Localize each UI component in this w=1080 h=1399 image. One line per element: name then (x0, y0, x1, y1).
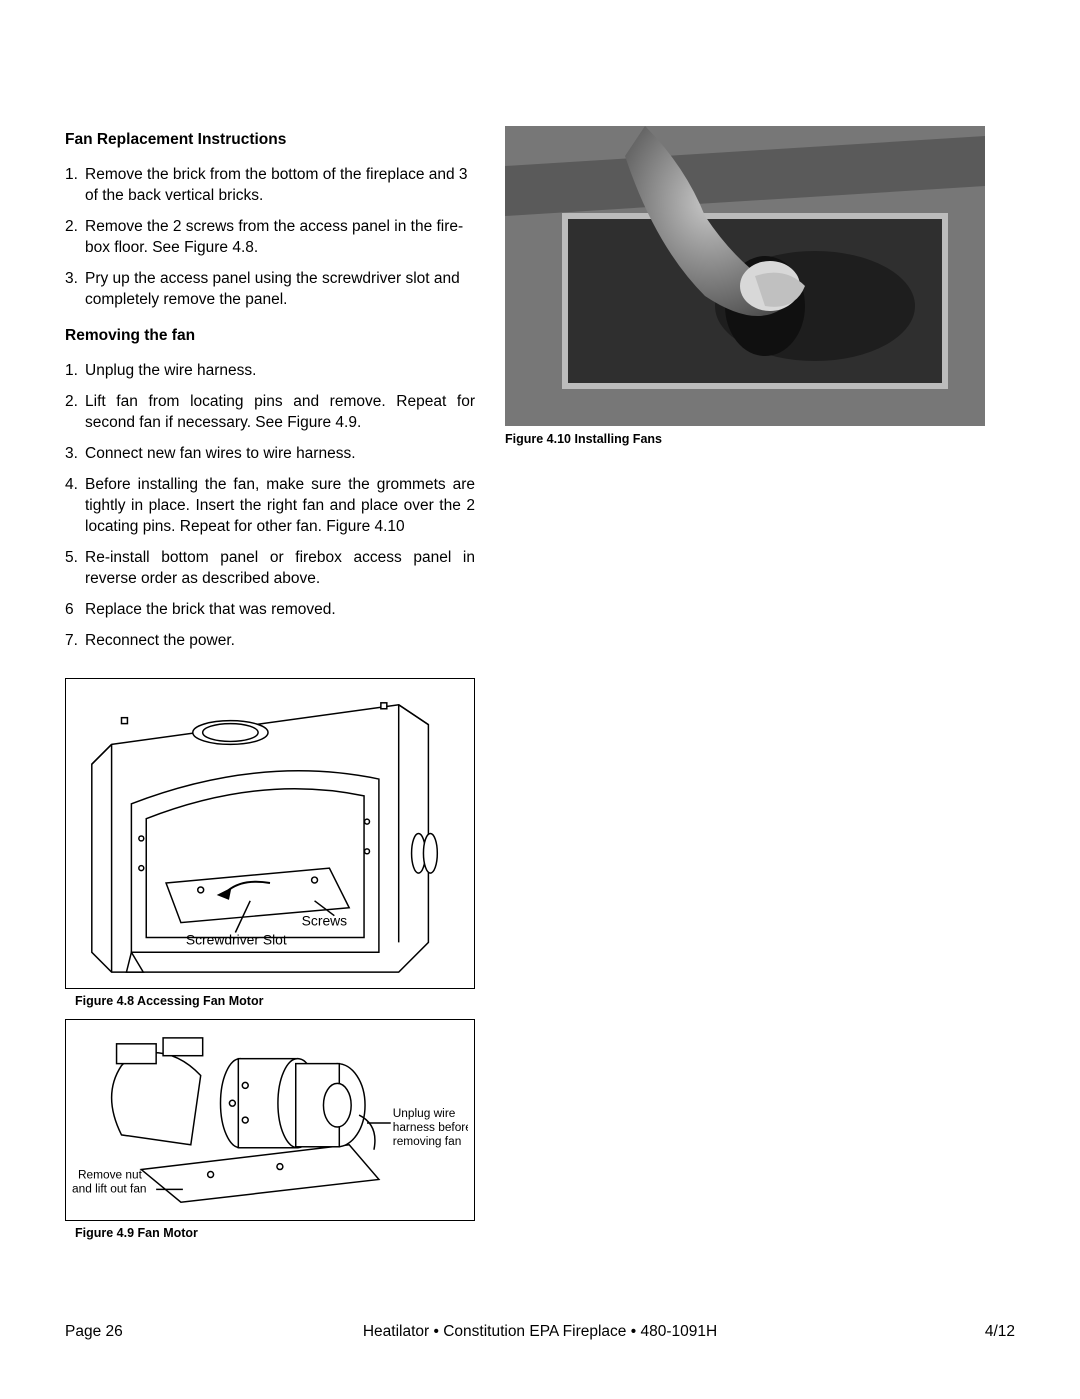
list-item: 4.Before installing the fan, make sure t… (65, 475, 475, 538)
section-heading: Fan Replacement Instructions (65, 130, 475, 151)
step-text: Lift fan from locating pins and remove. … (85, 392, 475, 434)
figure-caption: Figure 4.9 Fan Motor (75, 1225, 475, 1242)
step-text: Before installing the fan, make sure the… (85, 475, 475, 538)
list-item: 6Replace the brick that was removed. (65, 600, 475, 621)
step-text: Replace the brick that was removed. (85, 600, 475, 621)
step-number: 5. (65, 548, 85, 590)
page-footer: Page 26 Heatilator • Constitution EPA Fi… (65, 1323, 1015, 1341)
list-item: 3.Pry up the access panel using the scre… (65, 269, 475, 311)
step-text: Reconnect the power. (85, 631, 475, 652)
step-number: 4. (65, 475, 85, 538)
content-columns: Fan Replacement Instructions 1.Remove th… (65, 130, 1015, 1252)
list-item: 2.Remove the 2 screws from the access pa… (65, 217, 475, 259)
page-number: Page 26 (65, 1323, 123, 1341)
step-text: Pry up the access panel using the screwd… (85, 269, 475, 311)
left-column: Fan Replacement Instructions 1.Remove th… (65, 130, 475, 1252)
right-column: Figure 4.10 Installing Fans (505, 130, 985, 1252)
figure-caption: Figure 4.8 Accessing Fan Motor (75, 993, 475, 1010)
footer-date: 4/12 (985, 1323, 1015, 1341)
remove-nut-label: Remove nut and lift out fan (72, 1168, 147, 1196)
list-item: 1.Unplug the wire harness. (65, 361, 475, 382)
fan-motor-diagram-icon: Unplug wire harness before removing fan … (72, 1026, 468, 1214)
step-text: Remove the brick from the bottom of the … (85, 165, 475, 207)
screws-label: Screws (302, 912, 348, 928)
instruction-list-1: 1.Remove the brick from the bottom of th… (65, 165, 475, 311)
step-text: Remove the 2 screws from the access pane… (85, 217, 475, 259)
list-item: 2.Lift fan from locating pins and remove… (65, 392, 475, 434)
step-number: 1. (65, 361, 85, 382)
section-heading: Removing the fan (65, 326, 475, 347)
step-number: 2. (65, 217, 85, 259)
list-item: 5.Re-install bottom panel or firebox acc… (65, 548, 475, 590)
list-item: 1.Remove the brick from the bottom of th… (65, 165, 475, 207)
manual-page: Fan Replacement Instructions 1.Remove th… (0, 0, 1080, 1399)
figure-caption: Figure 4.10 Installing Fans (505, 432, 985, 446)
footer-title: Heatilator • Constitution EPA Fireplace … (363, 1323, 717, 1341)
slot-label: Screwdriver Slot (186, 931, 287, 947)
step-number: 2. (65, 392, 85, 434)
list-item: 3.Connect new fan wires to wire harness. (65, 444, 475, 465)
step-number: 3. (65, 269, 85, 311)
list-item: 7.Reconnect the power. (65, 631, 475, 652)
instruction-list-2: 1.Unplug the wire harness. 2.Lift fan fr… (65, 361, 475, 651)
figure-4-10-photo (505, 126, 985, 426)
step-number: 6 (65, 600, 85, 621)
step-text: Unplug the wire harness. (85, 361, 475, 382)
step-number: 3. (65, 444, 85, 465)
step-number: 1. (65, 165, 85, 207)
figure-4-9: Unplug wire harness before removing fan … (65, 1019, 475, 1221)
fireplace-diagram-icon: Screws Screwdriver Slot (72, 685, 468, 982)
step-text: Re-install bottom panel or firebox acces… (85, 548, 475, 590)
figure-4-8: Screws Screwdriver Slot (65, 678, 475, 989)
unplug-label: Unplug wire harness before removing fan (393, 1106, 468, 1148)
step-text: Connect new fan wires to wire harness. (85, 444, 475, 465)
step-number: 7. (65, 631, 85, 652)
